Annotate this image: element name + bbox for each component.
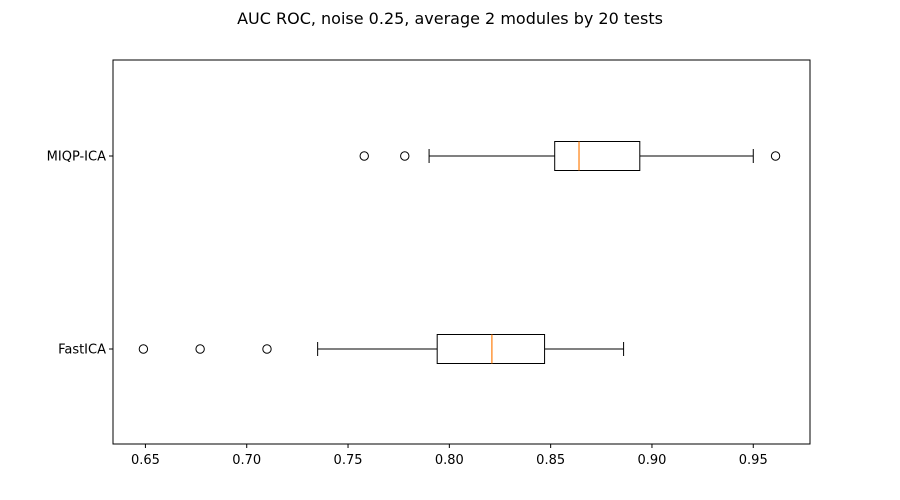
x-tick-label: 0.65: [131, 453, 160, 468]
boxplot-miqp-ica: [359, 141, 781, 171]
y-tick-label: MIQP-ICA: [47, 150, 106, 165]
y-tick-label: FastICA: [58, 343, 106, 358]
outlier-point: [770, 151, 781, 161]
y-axis: FastICA MIQP-ICA: [47, 150, 113, 358]
boxplot-fastica: [138, 334, 625, 364]
box-iqr: [554, 141, 641, 171]
box-iqr: [436, 334, 546, 364]
x-axis: 0.65 0.70 0.75 0.80 0.85 0.90 0.95: [131, 444, 768, 468]
x-tick-label: 0.75: [334, 453, 363, 468]
outlier-point: [138, 344, 149, 354]
x-tick-label: 0.70: [232, 453, 261, 468]
outlier-point: [262, 344, 272, 354]
plot-area-frame: [112, 59, 811, 445]
chart-title: AUC ROC, noise 0.25, average 2 modules b…: [237, 9, 663, 28]
x-tick-label: 0.80: [435, 453, 464, 468]
x-tick-label: 0.90: [637, 453, 666, 468]
x-tick-label: 0.95: [739, 453, 768, 468]
boxplot-series: [138, 141, 781, 364]
x-tick-label: 0.85: [536, 453, 565, 468]
outlier-point: [359, 151, 369, 161]
outlier-point: [400, 151, 410, 161]
outlier-point: [195, 344, 205, 354]
